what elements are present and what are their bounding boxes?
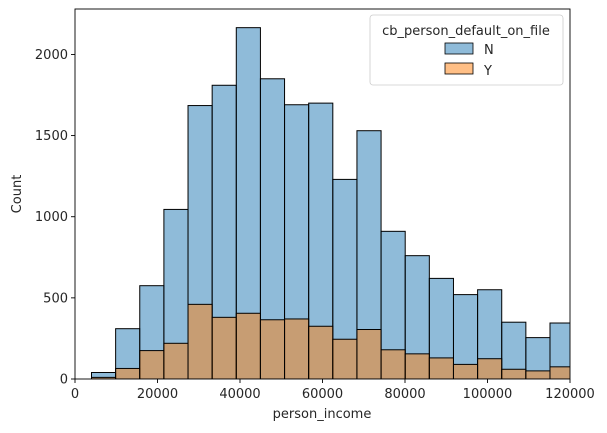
x-tick-label: 100000 — [463, 387, 513, 402]
y-tick-label: 0 — [60, 373, 68, 388]
bar-y-18 — [525, 370, 551, 379]
bar-y-8 — [284, 318, 310, 379]
x-tick-label: 20000 — [137, 387, 178, 402]
x-tick-label: 40000 — [219, 387, 260, 402]
bar-y-2 — [139, 350, 165, 379]
bar-y-10 — [332, 338, 358, 379]
bar-y-17 — [501, 368, 527, 379]
legend-swatch-y — [444, 62, 474, 75]
bar-y-7 — [259, 319, 286, 379]
y-axis-ticks: 0 500 1000 1500 2000 — [35, 48, 75, 388]
x-axis-label: person_income — [273, 407, 372, 422]
y-tick-label: 1500 — [35, 129, 68, 144]
x-tick-label: 0 — [71, 387, 79, 402]
y-tick-label: 1000 — [35, 210, 68, 225]
bar-y-5 — [211, 316, 237, 379]
bar-y-3 — [163, 342, 189, 379]
bar-y-11 — [356, 329, 382, 379]
bar-y-1 — [115, 367, 141, 379]
bar-y-6 — [235, 312, 261, 379]
legend-title: cb_person_default_on_file — [382, 24, 550, 39]
y-tick-label: 500 — [43, 291, 68, 306]
bar-y-4 — [187, 303, 213, 379]
y-axis-label: Count — [10, 175, 25, 214]
bar-y-14 — [428, 357, 454, 379]
legend-label-n: N — [484, 43, 494, 58]
x-tick-label: 80000 — [384, 387, 425, 402]
bar-y-9 — [308, 325, 334, 379]
y-tick-label: 2000 — [35, 48, 68, 63]
bar-y-19 — [549, 366, 570, 379]
bar-y-13 — [404, 353, 430, 379]
x-tick-label: 120000 — [545, 387, 595, 402]
bar-y-12 — [380, 349, 406, 379]
bar-y-16 — [477, 358, 503, 379]
x-axis-ticks: 0 20000 40000 60000 80000 100000 120000 — [71, 379, 595, 402]
x-tick-label: 60000 — [302, 387, 343, 402]
legend-label-y: Y — [483, 64, 492, 79]
series-y-bars — [91, 303, 570, 379]
legend-swatch-n — [444, 42, 474, 55]
legend: cb_person_default_on_file N Y — [369, 14, 564, 86]
bar-y-15 — [452, 363, 479, 379]
